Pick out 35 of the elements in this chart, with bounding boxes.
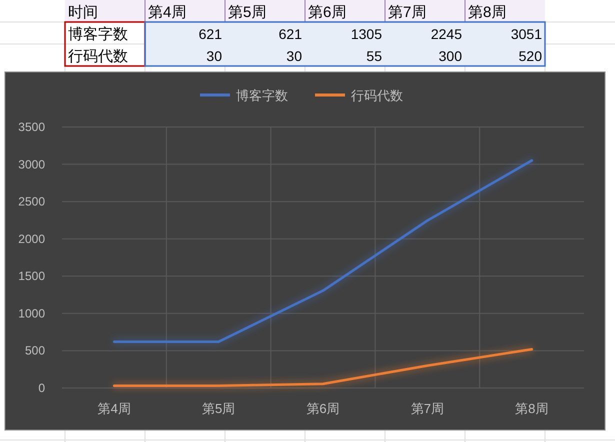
text: 第6周 [308,4,346,21]
text: 第7周 [388,4,426,21]
text: 621 [278,26,302,42]
y-tick-label: 3500 [18,120,46,134]
text: 时间 [68,4,98,21]
text: 55 [366,48,382,64]
y-tick-label: 2500 [18,194,46,209]
text: 1305 [350,26,382,42]
legend-label: 博客字数 [236,88,288,103]
text: 3051 [510,26,542,42]
text: 博客字数 [68,26,128,43]
x-tick-label: 第4周 [98,401,131,416]
x-tick-label: 第7周 [410,401,444,416]
y-tick-label: 3000 [18,157,46,172]
y-tick-label: 1500 [18,269,46,284]
text: 第8周 [468,4,506,21]
text: 30 [286,48,302,64]
y-tick-label: 2000 [18,232,46,246]
x-tick-label: 第8周 [515,401,548,416]
x-tick-label: 第6周 [306,401,340,416]
text: 第5周 [228,4,266,21]
legend-label: 行码代数 [351,88,403,103]
y-tick-label: 0 [38,381,46,395]
y-tick-label: 500 [24,344,46,358]
text: 30 [206,48,222,64]
text: 行码代数 [68,48,128,65]
text: 621 [198,26,222,42]
text: 2245 [430,26,462,42]
x-tick-label: 第5周 [202,401,236,416]
text: 520 [518,48,542,64]
line-series [112,159,534,343]
text: 300 [438,48,462,64]
line-series [112,348,534,388]
text: 第4周 [148,4,186,21]
y-tick-label: 1000 [18,306,46,320]
